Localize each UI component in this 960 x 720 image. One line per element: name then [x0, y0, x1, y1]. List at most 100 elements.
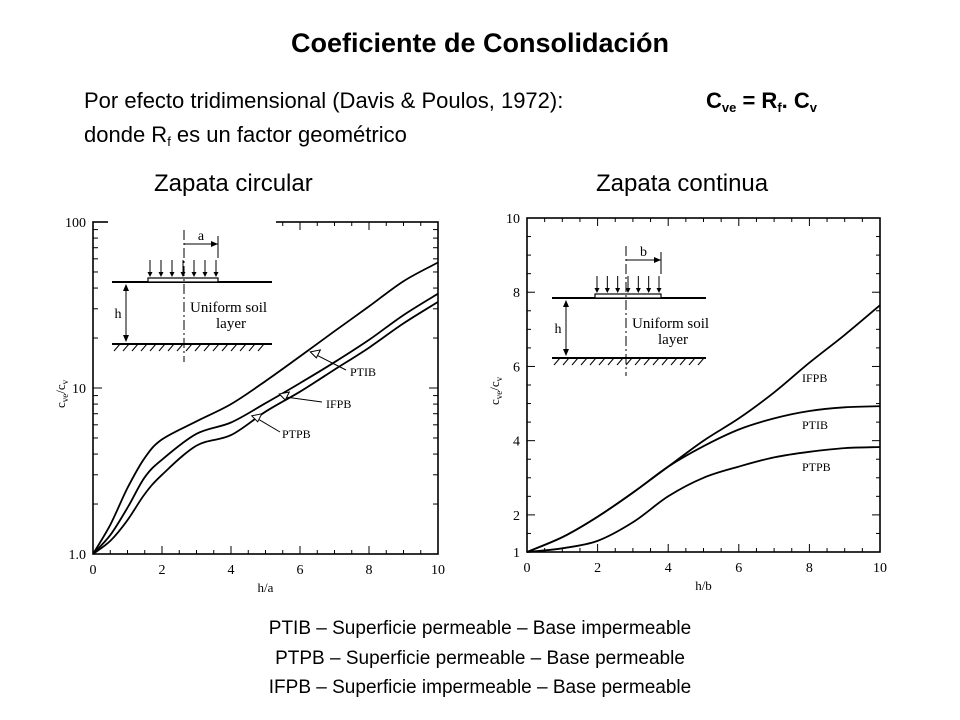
x-tick-label: 0: [90, 563, 97, 578]
load-arrow-head: [147, 272, 153, 277]
y-tick-label: 4: [513, 435, 520, 450]
x-tick-label: 10: [431, 563, 445, 578]
chart-title-continuous: Zapata continua: [596, 170, 769, 197]
series-line-ifpb: [92, 292, 439, 555]
inset-background: [548, 228, 710, 386]
hatch-mark: [203, 343, 211, 352]
hatch-mark: [194, 343, 202, 352]
load-arrow-head: [625, 288, 631, 293]
hatch-mark: [607, 357, 615, 366]
hatch-mark: [131, 343, 139, 352]
footing: [147, 277, 219, 283]
chart-circular-footing: 0 2 4 6 8 10 1.0 10 100 h/a cve/cv PTIB IFPB PTPB a h Un…: [53, 216, 445, 595]
load-arrow-head: [594, 288, 600, 293]
leader-line: [257, 418, 281, 433]
x-tick-label: 0: [524, 561, 531, 576]
hatch-mark: [688, 357, 696, 366]
hatch-mark: [589, 357, 597, 366]
hatch-mark: [158, 343, 166, 352]
leader-line: [316, 354, 347, 371]
y-tick-label: 6: [513, 360, 520, 375]
load-arrow-head: [646, 288, 652, 293]
series-label-ptpb: PTPB: [282, 427, 311, 441]
legend-ptpb: PTPB – Superficie permeable – Base perme…: [275, 648, 685, 669]
x-axis-label: h/b: [695, 578, 712, 593]
load-arrow-head: [158, 272, 164, 277]
series-label-ptpb: PTPB: [802, 460, 831, 474]
hatch-mark: [643, 357, 651, 366]
load-arrow-head: [615, 288, 621, 293]
hatch-mark: [257, 343, 265, 352]
description-line-2: donde Rf es un factor geométrico: [84, 122, 407, 149]
hatch-mark: [697, 357, 705, 366]
dimension-label: a: [198, 229, 205, 244]
hatch-mark: [176, 343, 184, 352]
description-text: Por efecto tridimensional (Davis & Poulo…: [84, 88, 564, 113]
load-arrow-head: [169, 272, 175, 277]
x-tick-label: 8: [366, 563, 373, 578]
series-label-ifpb: IFPB: [802, 371, 827, 385]
y-axis-label: cve/cv: [53, 379, 70, 408]
soil-label-2: layer: [658, 332, 688, 348]
dimension-arrowhead: [654, 257, 661, 263]
y-tick-label: 2: [513, 509, 520, 524]
x-tick-label: 2: [159, 563, 166, 578]
dimension-arrowhead: [211, 241, 218, 247]
x-tick-label: 2: [594, 561, 601, 576]
hatch-mark: [185, 343, 193, 352]
inset-background: [108, 216, 276, 366]
x-tick-label: 4: [228, 563, 235, 578]
soil-label-2: layer: [216, 316, 246, 332]
hatch-mark: [661, 357, 669, 366]
leader-arrow: [250, 413, 263, 423]
legend-ptib: PTIB – Superficie permeable – Base imper…: [268, 618, 692, 639]
load-arrow-head: [604, 288, 610, 293]
leader-line: [285, 396, 323, 403]
soil-label: Uniform soil: [190, 300, 267, 316]
load-arrow-head: [213, 272, 219, 277]
hatch-mark: [230, 343, 238, 352]
x-axis-label: h/a: [258, 580, 274, 595]
depth-arrowhead: [123, 335, 129, 342]
hatch-mark: [616, 357, 624, 366]
hatch-mark: [212, 343, 220, 352]
hatch-mark: [598, 357, 606, 366]
hatch-mark: [239, 343, 247, 352]
x-tick-label: 10: [873, 561, 887, 576]
y-axis-label: cve/cv: [487, 376, 504, 405]
y-tick-label: 10: [506, 212, 520, 227]
hatch-mark: [113, 343, 121, 352]
series-label-ptib: PTIB: [350, 365, 376, 379]
series-line-ptpb: [92, 301, 439, 555]
series-line-ptib: [92, 261, 439, 555]
hatch-mark: [652, 357, 660, 366]
load-arrow-head: [191, 272, 197, 277]
soil-label: Uniform soil: [632, 316, 709, 332]
series-line-ptpb: [526, 446, 881, 553]
formula: Cve = Rf. Cv: [706, 88, 818, 115]
depth-label: h: [555, 322, 562, 337]
dimension-label: b: [640, 245, 647, 260]
load-arrow-head: [656, 288, 662, 293]
chart-title-circular: Zapata circular: [154, 170, 313, 197]
x-tick-label: 6: [297, 563, 304, 578]
y-tick-label: 10: [72, 382, 86, 397]
hatch-mark: [571, 357, 579, 366]
depth-arrowhead: [563, 300, 569, 307]
leader-arrow: [309, 349, 322, 359]
series-line-ptib: [526, 405, 881, 553]
x-tick-label: 8: [806, 561, 813, 576]
leader-arrow: [278, 391, 291, 401]
page-title: Coeficiente de Consolidación: [290, 28, 670, 58]
series-label-ptib: PTIB: [802, 418, 828, 432]
depth-arrowhead: [563, 349, 569, 356]
hatch-mark: [553, 357, 561, 366]
hatch-mark: [140, 343, 148, 352]
y-tick-label: 8: [513, 286, 520, 301]
hatch-mark: [167, 343, 175, 352]
y-tick-label: 1: [513, 546, 520, 561]
load-arrow-head: [202, 272, 208, 277]
hatch-mark: [580, 357, 588, 366]
